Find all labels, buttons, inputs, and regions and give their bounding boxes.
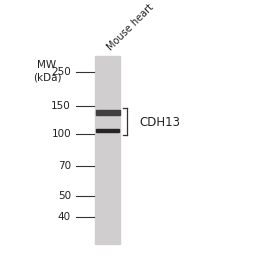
Text: Mouse heart: Mouse heart bbox=[106, 2, 156, 52]
Text: 50: 50 bbox=[58, 191, 71, 201]
Bar bbox=[96, 110, 120, 115]
Text: 150: 150 bbox=[51, 101, 71, 111]
Text: CDH13: CDH13 bbox=[140, 115, 180, 129]
Bar bbox=[95, 56, 120, 244]
Text: MW
(kDa): MW (kDa) bbox=[33, 60, 61, 82]
Text: 70: 70 bbox=[58, 161, 71, 171]
Text: 100: 100 bbox=[51, 129, 71, 139]
Text: 40: 40 bbox=[58, 212, 71, 222]
Bar bbox=[96, 129, 119, 133]
Text: 250: 250 bbox=[51, 67, 71, 77]
